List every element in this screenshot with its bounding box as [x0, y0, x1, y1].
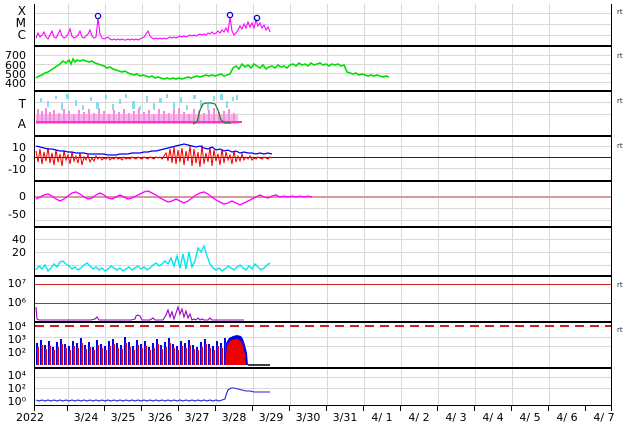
ytick-panel7-1: 10⁶	[7, 296, 26, 309]
xtick-label-7: 3/31	[332, 411, 358, 424]
xtick-label-4: 3/28	[221, 411, 247, 424]
x-axis-line	[34, 405, 612, 406]
ytick-panel9-0: 10⁴	[7, 369, 26, 382]
proton-low-trace	[35, 387, 270, 402]
particle-events-plot	[36, 94, 242, 125]
ytick-panel2-3: 400	[5, 77, 26, 90]
ytick-panel7-0: 10⁷	[7, 277, 26, 290]
xtick-label-11: 4/ 4	[482, 411, 504, 424]
panel-particle-events	[34, 92, 612, 137]
imf-trace	[35, 143, 273, 168]
ytick-panel8-2: 10²	[7, 346, 26, 359]
electron-flux-plot	[35, 325, 611, 366]
right-label-panel4: rt	[617, 142, 623, 150]
ytick-panel6-1: 20	[12, 246, 26, 259]
pink-noise-bars	[37, 108, 235, 124]
xtick-label-9: 4/ 2	[408, 411, 430, 424]
ytick-panel5-1: -50	[8, 208, 26, 221]
zero-line	[35, 157, 611, 158]
panel-proton-flux-high	[34, 277, 612, 323]
dst-trace	[35, 190, 313, 206]
threshold-1e6-line	[35, 303, 611, 304]
ytick-panel2-1: 600	[5, 59, 26, 72]
ytick-panel2-2: 500	[5, 68, 26, 81]
xtick-label-14: 4/ 7	[593, 411, 615, 424]
ytick-panel1-2: C	[17, 28, 26, 42]
ytick-panel9-1: 10²	[7, 382, 26, 395]
xaxis-year-label: 2022	[16, 411, 44, 424]
right-label-panel1: rt	[617, 8, 623, 16]
xtick-label-2: 3/26	[147, 411, 173, 424]
ytick-panel8-1: 10³	[7, 333, 26, 346]
xtick-label-12: 4/ 5	[519, 411, 541, 424]
right-label-panel7: rt	[617, 281, 623, 289]
ytick-panel4-0: 10	[12, 141, 26, 154]
xtick-label-3: 3/27	[184, 411, 210, 424]
xtick-label-1: 3/25	[110, 411, 136, 424]
panel-xmc-flux	[34, 4, 612, 47]
event-envelope	[192, 102, 231, 125]
ytick-panel5-0: 0	[19, 190, 26, 203]
ytick-panel6-0: 40	[12, 233, 26, 246]
panel-proton-flux-low	[34, 369, 612, 406]
ytick-panel4-2: -10	[8, 163, 26, 176]
proton-high-trace	[35, 305, 244, 321]
ytick-panel3-0: T	[18, 97, 26, 111]
panel-dst-index	[34, 182, 612, 228]
right-label-panel3: rt	[617, 97, 623, 105]
panel-imf-bz-bt	[34, 137, 612, 182]
ytick-panel2-0: 700	[5, 49, 26, 62]
xtick-label-5: 3/29	[258, 411, 284, 424]
ytick-panel3-1: A	[17, 117, 26, 131]
xtick-label-13: 4/ 6	[556, 411, 578, 424]
ytick-panel4-1: 0	[19, 152, 26, 165]
ytick-panel1-1: M	[15, 16, 26, 30]
panel-electron-flux	[34, 323, 612, 369]
ytick-panel1-0: X	[17, 4, 26, 18]
xtick-label-6: 3/30	[295, 411, 321, 424]
right-label-panel8: rt	[617, 326, 623, 334]
ytick-panel8-0: 10⁴	[7, 320, 26, 333]
solar-wind-speed-trace	[35, 57, 390, 80]
panel-solar-wind-speed	[34, 47, 612, 92]
ytick-panel9-2: 10⁰	[7, 395, 26, 408]
xtick-label-8: 4/ 1	[371, 411, 393, 424]
xray-flux-trace	[35, 11, 271, 41]
pink-band	[36, 114, 238, 124]
xtick-label-10: 4/ 3	[445, 411, 467, 424]
xtick-label-0: 3/24	[73, 411, 99, 424]
electron-red-burst	[225, 339, 246, 365]
panel-kp-ap-index	[34, 228, 612, 277]
ap-index-trace	[35, 244, 271, 273]
zero-line	[35, 196, 611, 198]
threshold-1e7-line	[35, 284, 611, 285]
cyan-scatter	[40, 94, 238, 110]
right-label-panel2: rt	[617, 52, 623, 60]
